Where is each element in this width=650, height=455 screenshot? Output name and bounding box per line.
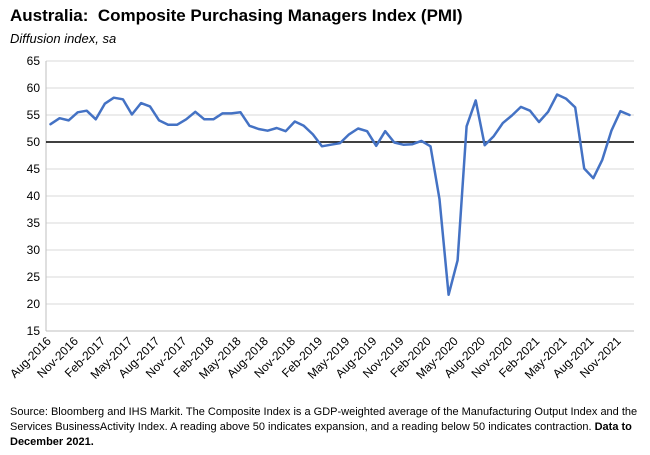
chart-title: Australia: Composite Purchasing Managers…: [10, 6, 463, 25]
y-tick-label: 65: [27, 54, 41, 68]
y-tick-label: 15: [27, 324, 41, 338]
source-data-date: Data to December 2021.: [10, 421, 632, 448]
source-text: Source: Bloomberg and IHS Markit. The Co…: [10, 406, 638, 433]
source-note: Source: Bloomberg and IHS Markit. The Co…: [10, 405, 640, 450]
y-tick-label: 40: [27, 189, 41, 203]
y-tick-label: 55: [27, 108, 41, 122]
y-tick-label: 20: [27, 297, 41, 311]
pmi-line-chart: 1520253035404550556065Aug-2016Nov-2016Fe…: [7, 54, 634, 382]
y-tick-label: 25: [27, 270, 41, 284]
chart-subtitle: Diffusion index, sa: [10, 31, 117, 46]
y-tick-label: 35: [27, 216, 41, 230]
y-tick-label: 60: [27, 81, 41, 95]
y-tick-label: 30: [27, 243, 41, 257]
pmi-series-line: [49, 93, 631, 297]
y-tick-label: 45: [27, 162, 41, 176]
y-tick-label: 50: [27, 135, 41, 149]
